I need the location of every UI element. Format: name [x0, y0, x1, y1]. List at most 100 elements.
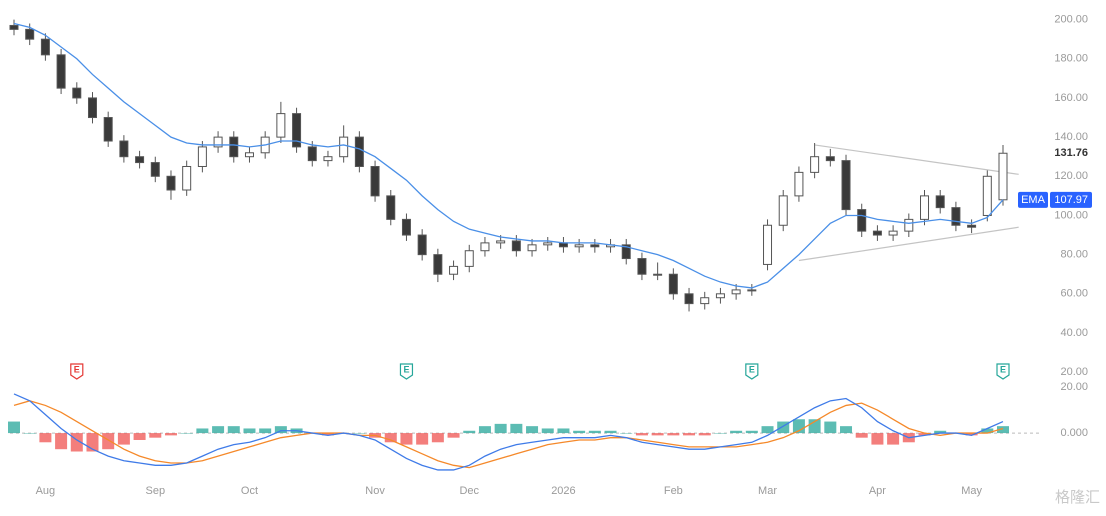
- candle-body: [747, 289, 757, 292]
- watermark: 格隆汇: [1055, 489, 1100, 506]
- macd-histogram-bar: [918, 433, 931, 436]
- macd-histogram-bar: [573, 430, 586, 434]
- macd-histogram-bar: [635, 433, 648, 436]
- macd-histogram-bar: [133, 433, 146, 440]
- candle-body: [213, 136, 223, 148]
- macd-histogram-bar: [683, 433, 696, 436]
- candle-body: [150, 162, 160, 177]
- candle-body: [119, 140, 129, 158]
- y-tick-label: 200.00: [1054, 13, 1088, 25]
- candle-body: [464, 250, 474, 267]
- macd-histogram-bar: [714, 433, 727, 434]
- earnings-label: E: [1000, 364, 1006, 374]
- x-tick-label: Sep: [145, 485, 165, 497]
- candle-body: [72, 87, 82, 99]
- earnings-label: E: [74, 364, 80, 374]
- candle-body: [433, 254, 443, 275]
- macd-histogram-bar: [698, 433, 711, 436]
- macd-histogram-bar: [667, 433, 680, 436]
- candle-body: [244, 152, 254, 158]
- candle-body: [103, 117, 113, 142]
- candle-body: [197, 146, 207, 167]
- candle-body: [135, 156, 145, 164]
- macd-histogram-bar: [196, 428, 209, 434]
- x-tick-label: Oct: [241, 485, 258, 497]
- candle-body: [763, 224, 773, 265]
- earnings-label: E: [749, 364, 755, 374]
- candle-body: [229, 136, 239, 158]
- y-tick-label: 180.00: [1054, 53, 1088, 65]
- macd-histogram-bar: [431, 433, 444, 443]
- candle-body: [9, 24, 19, 30]
- candle-body: [401, 218, 411, 236]
- candle-body: [166, 175, 176, 191]
- macd-histogram-bar: [887, 433, 900, 445]
- ema-value-badge: [1050, 191, 1092, 208]
- macd-histogram-bar: [353, 433, 366, 434]
- macd-histogram-bar: [510, 423, 523, 434]
- candle-body: [794, 171, 804, 197]
- candle-body: [653, 273, 663, 276]
- macd-histogram-bar: [39, 433, 52, 443]
- macd-histogram-bar: [212, 426, 225, 434]
- candle-body: [182, 165, 192, 191]
- candle-body: [323, 156, 333, 162]
- macd-histogram-bar: [526, 426, 539, 434]
- y-tick-label: 140.00: [1054, 131, 1088, 143]
- y-tick-label: 20.00: [1060, 381, 1088, 393]
- macd-histogram-bar: [934, 430, 947, 434]
- candle-body: [778, 195, 788, 226]
- candle-body: [967, 224, 977, 228]
- candle-body: [480, 242, 490, 252]
- y-tick-label: 160.00: [1054, 92, 1088, 104]
- macd-histogram-bar: [23, 433, 36, 434]
- y-tick-label: 60.00: [1060, 288, 1088, 300]
- x-tick-label: Mar: [758, 485, 777, 497]
- candle-body: [621, 244, 631, 260]
- macd-histogram-bar: [416, 433, 429, 445]
- macd-histogram-bar: [981, 428, 994, 434]
- candle-body: [637, 258, 647, 275]
- macd-histogram-bar: [604, 430, 617, 434]
- earnings-marker: [70, 363, 84, 380]
- earnings-marker: [399, 363, 414, 380]
- macd-histogram-bar: [384, 433, 397, 443]
- macd-histogram-bar: [447, 433, 460, 438]
- candle-body: [292, 113, 302, 148]
- ema-line: [13, 22, 1004, 289]
- macd-histogram-bar: [541, 428, 554, 434]
- macd-histogram-bar: [761, 426, 774, 434]
- candle-body: [998, 152, 1008, 201]
- macd-histogram-bar: [478, 426, 491, 434]
- candle-body: [574, 244, 584, 248]
- candle-body: [590, 244, 600, 248]
- candle-body: [825, 156, 835, 162]
- earnings-marker: [745, 363, 759, 380]
- candle-body: [496, 240, 506, 244]
- y-tick-label: 40.00: [1060, 327, 1088, 339]
- macd-histogram-bar: [321, 433, 334, 436]
- candle-body: [920, 195, 930, 220]
- macd-histogram-bar: [557, 428, 570, 434]
- x-tick-label: Aug: [36, 485, 56, 497]
- macd-line: [13, 393, 1004, 471]
- candle-body: [87, 97, 97, 119]
- macd-histogram-bar: [855, 433, 868, 438]
- candle-body: [276, 113, 286, 138]
- candle-body: [731, 289, 741, 295]
- macd-histogram-bar: [164, 433, 177, 436]
- macd-histogram-bar: [149, 433, 162, 438]
- macd-histogram-bar: [840, 426, 853, 434]
- ema-badge: [1018, 191, 1048, 208]
- y-tick-label: 80.00: [1060, 249, 1088, 261]
- candle-body: [810, 156, 820, 173]
- candle-body: [354, 136, 364, 167]
- candle-body: [527, 244, 537, 252]
- macd-histogram-bar: [274, 426, 287, 434]
- trendline: [814, 144, 1019, 175]
- macd-histogram-bar: [117, 433, 130, 445]
- earnings-label: E: [403, 364, 409, 374]
- macd-histogram-bar: [400, 433, 413, 445]
- candle-body: [449, 265, 459, 275]
